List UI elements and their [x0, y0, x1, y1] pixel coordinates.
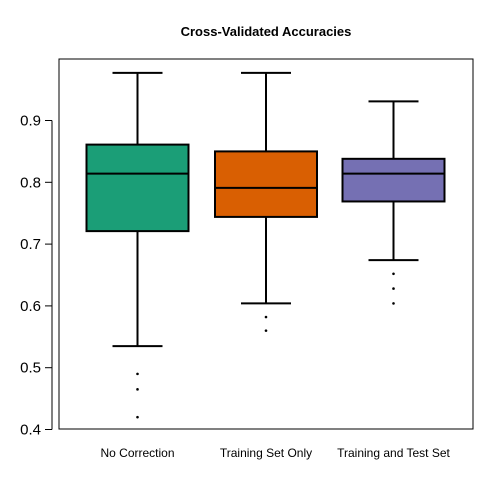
outlier-point — [136, 415, 139, 419]
chart-title: Cross-Validated Accuracies — [181, 24, 352, 39]
outlier-point — [264, 329, 268, 332]
boxplot-2 — [341, 100, 446, 305]
outlier-point — [392, 272, 395, 276]
outlier-point — [392, 302, 395, 305]
y-tick-label: 0.7 — [20, 236, 41, 253]
x-tick-label: Training Set Only — [220, 446, 312, 460]
outlier-point — [392, 287, 395, 290]
box-iqr — [85, 143, 190, 233]
boxplots — [85, 71, 446, 419]
y-tick-label: 0.4 — [20, 422, 41, 439]
x-axis: No Correction Training Set Only Training a… — [100, 446, 450, 460]
box-iqr — [214, 150, 318, 218]
y-tick-label: 0.8 — [20, 174, 41, 191]
boxplot-0 — [85, 71, 190, 419]
outlier-point — [136, 372, 139, 376]
boxplot-1 — [214, 71, 318, 332]
outlier-point — [136, 388, 139, 391]
box-iqr — [341, 157, 446, 203]
y-tick-label: 0.6 — [20, 298, 41, 315]
x-tick-label: Training and Test Set — [337, 446, 450, 460]
y-axis: 0.4 0.5 0.6 0.7 0.8 0.9 — [20, 113, 53, 439]
x-tick-label: No Correction — [100, 446, 174, 460]
y-tick-label: 0.5 — [20, 360, 41, 377]
plot-frame — [58, 58, 474, 430]
y-tick-label: 0.9 — [20, 113, 41, 130]
outlier-point — [264, 315, 268, 319]
